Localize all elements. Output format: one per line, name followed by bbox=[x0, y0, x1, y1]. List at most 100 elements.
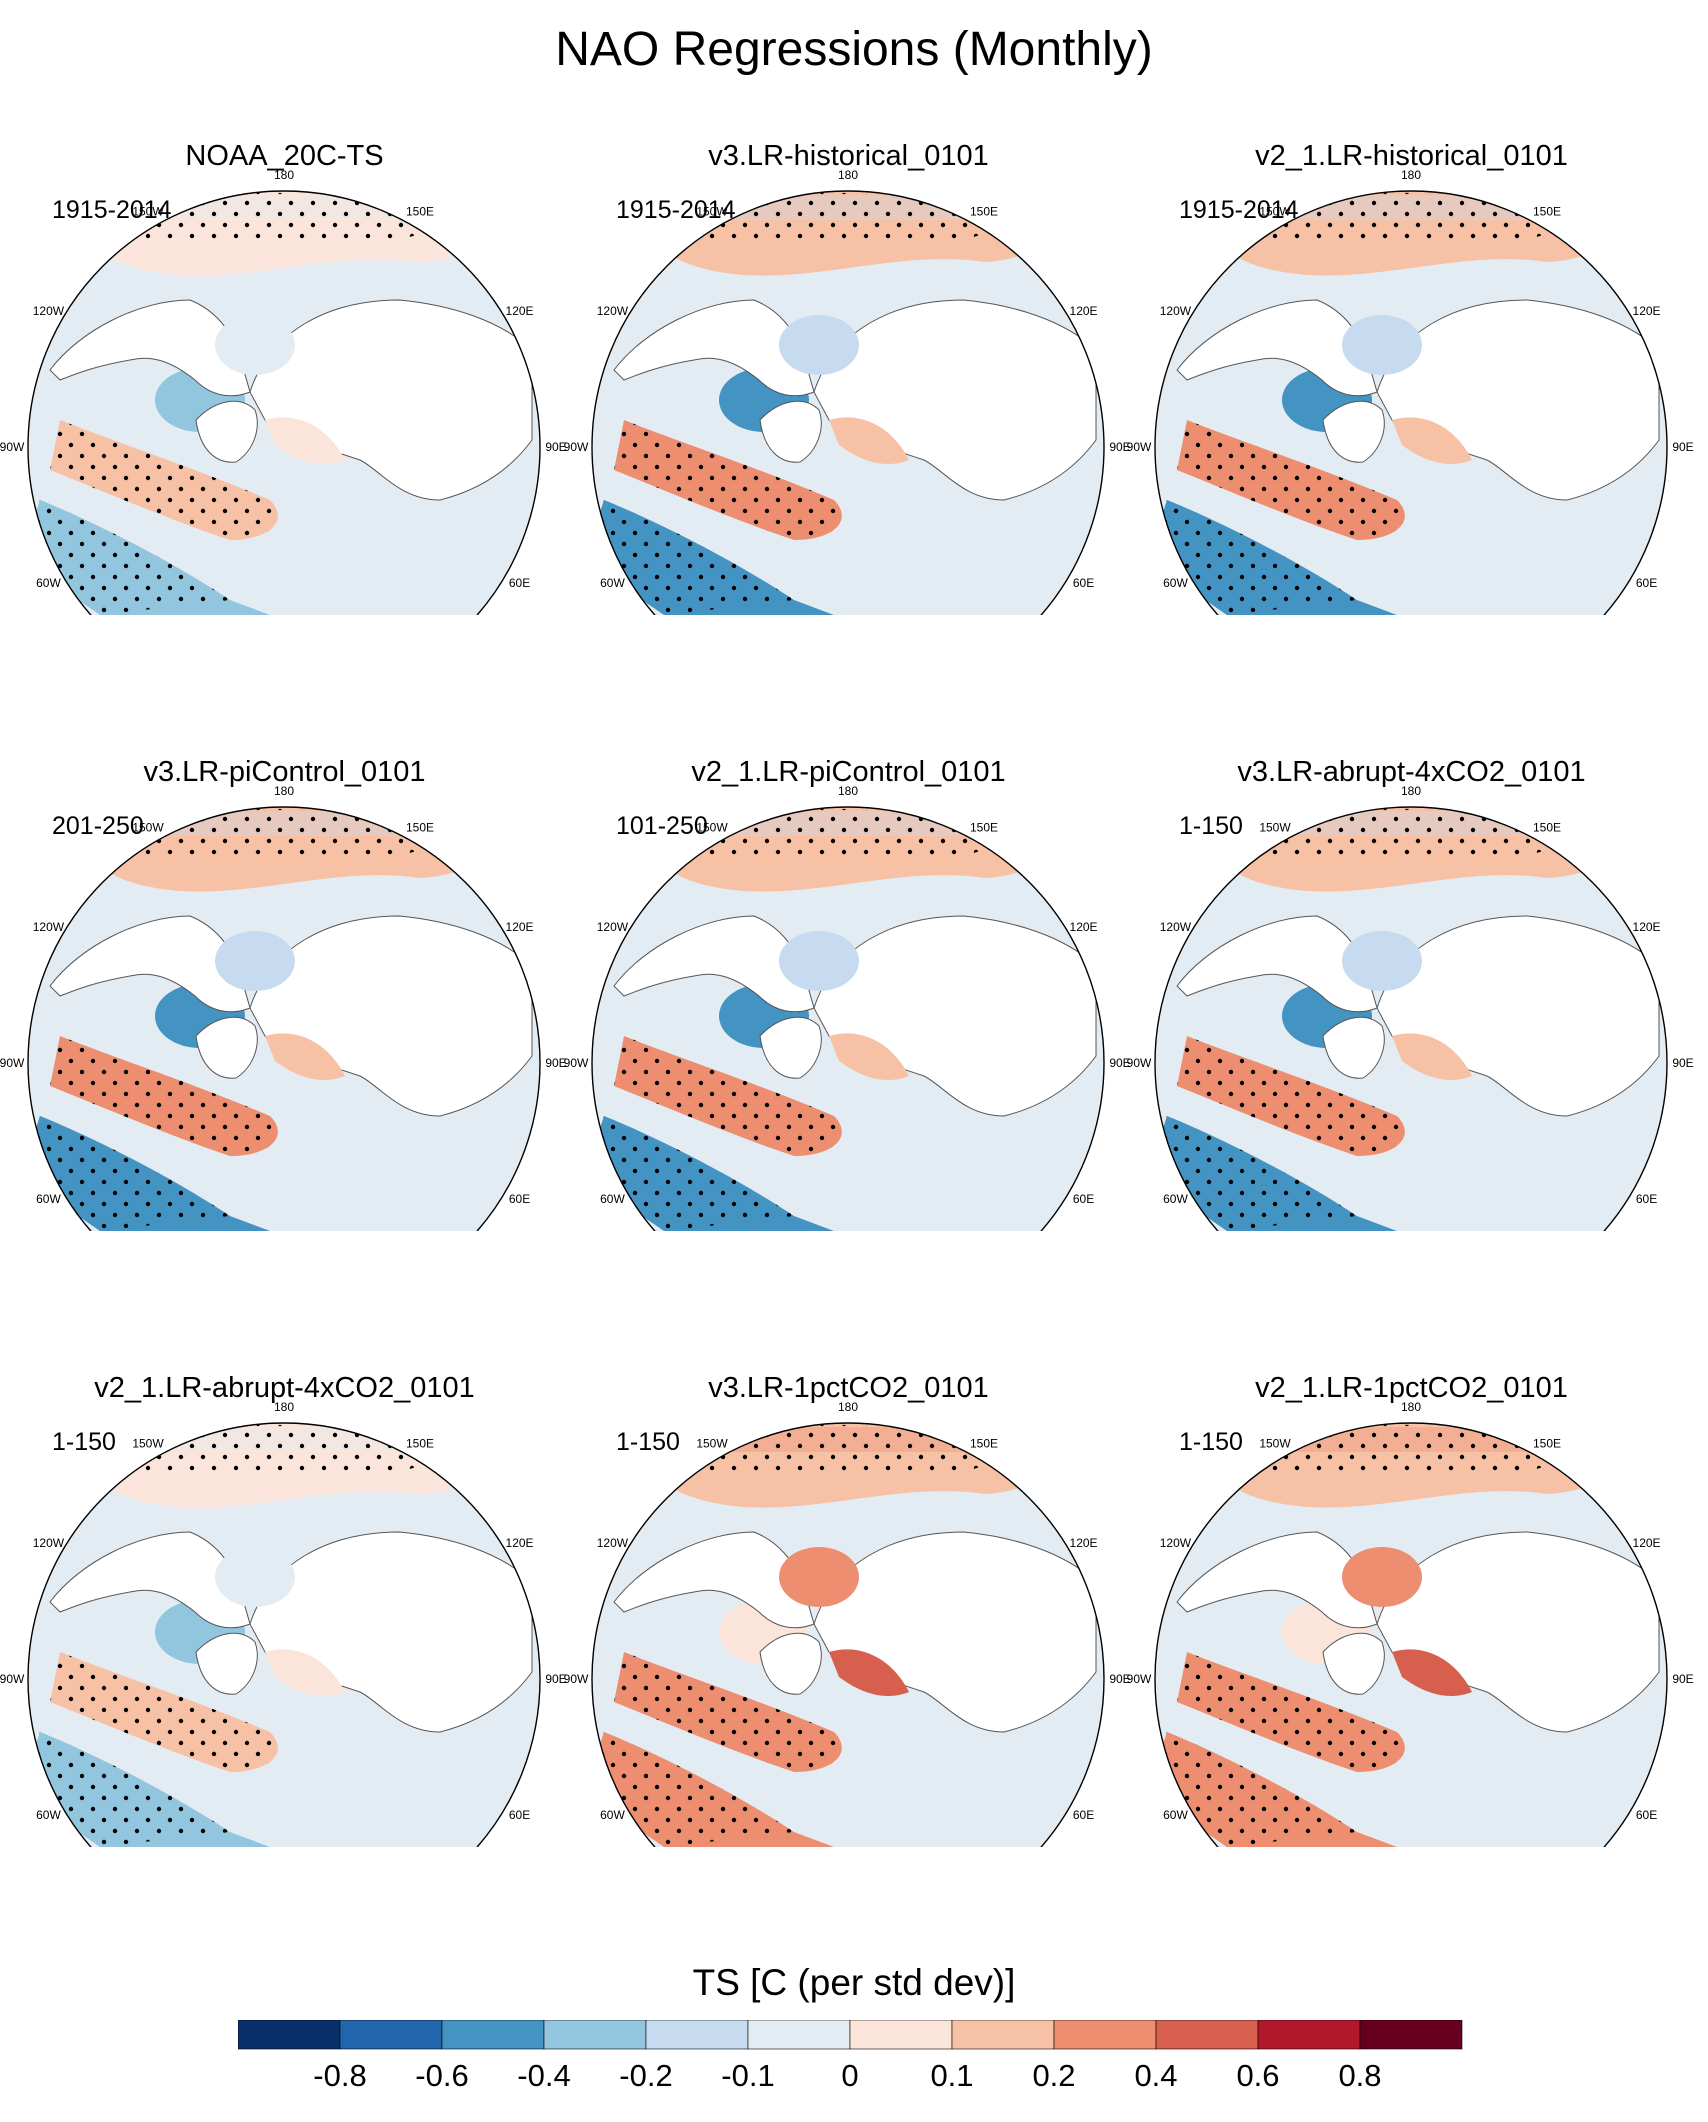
longitude-label: 90E bbox=[1109, 440, 1130, 454]
land-eurasia bbox=[813, 299, 1097, 501]
significance-stipple bbox=[1257, 192, 1557, 244]
significance-stipple bbox=[130, 808, 430, 860]
longitude-label: 60E bbox=[1073, 576, 1094, 590]
panel-title: NOAA_20C-TS bbox=[185, 140, 384, 172]
longitude-label: 120E bbox=[1070, 920, 1098, 934]
land-greenland bbox=[1322, 1016, 1385, 1079]
polar-map: 180150E120E90E60E30E030W60W90W120W150W bbox=[0, 1400, 567, 1847]
significance-stipple bbox=[694, 192, 994, 244]
map-boundary bbox=[27, 1422, 541, 1847]
longitude-label: 120W bbox=[33, 920, 65, 934]
longitude-label: 180 bbox=[1401, 1400, 1421, 1414]
longitude-label: 150E bbox=[406, 820, 434, 834]
longitude-label: 120E bbox=[1070, 1536, 1098, 1550]
arctic-anomaly bbox=[779, 315, 859, 375]
longitude-label: 120E bbox=[506, 1536, 534, 1550]
longitude-label: 120E bbox=[1633, 1536, 1661, 1550]
longitude-label: 120E bbox=[1633, 304, 1661, 318]
land-greenland bbox=[759, 1016, 822, 1079]
land-eurasia bbox=[249, 299, 533, 501]
longitude-label: 150W bbox=[132, 204, 164, 218]
land-north-america bbox=[613, 299, 815, 397]
longitude-label: 150W bbox=[132, 820, 164, 834]
longitude-label: 90E bbox=[545, 1672, 566, 1686]
map-panel: 180150E120E90E60E30E030W60W90W120W150WNO… bbox=[0, 0, 569, 615]
longitude-label: 60E bbox=[1073, 1808, 1094, 1822]
panel-title: v3.LR-piControl_0101 bbox=[143, 756, 426, 788]
colorbar-title: TS [C (per std dev)] bbox=[692, 1962, 1016, 2003]
colorbar-segment bbox=[1359, 2020, 1463, 2050]
longitude-label: 180 bbox=[1401, 784, 1421, 798]
longitude-label: 90W bbox=[1127, 440, 1152, 454]
longitude-label: 90W bbox=[564, 440, 589, 454]
polar-map: 180150E120E90E60E30E030W60W90W120W150W bbox=[1127, 168, 1694, 615]
colorbar-tick-label: -0.2 bbox=[619, 2058, 672, 2093]
map-boundary bbox=[591, 806, 1105, 1231]
land-eurasia bbox=[1376, 1531, 1660, 1733]
arctic-anomaly bbox=[1342, 315, 1422, 375]
longitude-label: 180 bbox=[274, 784, 294, 798]
longitude-label: 60E bbox=[1636, 1808, 1657, 1822]
panel-period: 1-150 bbox=[52, 1428, 116, 1456]
colorbar-segment bbox=[747, 2020, 851, 2050]
panel-period: 1915-2014 bbox=[1179, 196, 1299, 224]
panel-title: v2_1.LR-abrupt-4xCO2_0101 bbox=[94, 1372, 475, 1404]
colorbar-segment bbox=[441, 2020, 545, 2050]
polar-map: 180150E120E90E60E30E030W60W90W120W150W bbox=[564, 1400, 1131, 1847]
colorbar-tick-label: -0.4 bbox=[517, 2058, 570, 2093]
longitude-label: 60E bbox=[1073, 1192, 1094, 1206]
arctic-anomaly bbox=[779, 1547, 859, 1607]
land-north-america bbox=[1176, 1531, 1378, 1629]
longitude-label: 90E bbox=[1109, 1672, 1130, 1686]
longitude-label: 150W bbox=[1259, 1436, 1291, 1450]
arctic-anomaly bbox=[215, 931, 295, 991]
map-boundary bbox=[591, 190, 1105, 615]
land-eurasia bbox=[1376, 915, 1660, 1117]
colorbar-tick-label: -0.1 bbox=[721, 2058, 774, 2093]
longitude-label: 90W bbox=[1127, 1056, 1152, 1070]
longitude-label: 120W bbox=[597, 920, 629, 934]
longitude-label: 60W bbox=[1163, 576, 1188, 590]
colorbar-tick-label: 0 bbox=[841, 2058, 858, 2093]
longitude-label: 120W bbox=[1160, 920, 1192, 934]
map-panel: 180150E120E90E60E30E030W60W90W120W150Wv3… bbox=[564, 0, 1133, 615]
colorbar-tick-label: 0.1 bbox=[930, 2058, 973, 2093]
longitude-label: 120W bbox=[33, 1536, 65, 1550]
europe-anomaly bbox=[1392, 417, 1472, 465]
longitude-label: 180 bbox=[1401, 168, 1421, 182]
polar-map: 180150E120E90E60E30E030W60W90W120W150W bbox=[564, 784, 1131, 1231]
europe-anomaly bbox=[829, 1033, 909, 1081]
arctic-anomaly bbox=[779, 931, 859, 991]
longitude-label: 90W bbox=[1127, 1672, 1152, 1686]
land-greenland bbox=[1322, 1632, 1385, 1695]
longitude-label: 60W bbox=[36, 576, 61, 590]
land-greenland bbox=[759, 1632, 822, 1695]
longitude-label: 120W bbox=[33, 304, 65, 318]
longitude-label: 180 bbox=[838, 168, 858, 182]
longitude-label: 120W bbox=[597, 1536, 629, 1550]
polar-map: 180150E120E90E60E30E030W60W90W120W150W bbox=[0, 784, 567, 1231]
longitude-label: 90E bbox=[1109, 1056, 1130, 1070]
panel-title: v2_1.LR-historical_0101 bbox=[1255, 140, 1568, 172]
colorbar-tick-label: 0.4 bbox=[1134, 2058, 1177, 2093]
land-eurasia bbox=[249, 1531, 533, 1733]
longitude-label: 60E bbox=[509, 1192, 530, 1206]
land-eurasia bbox=[1376, 299, 1660, 501]
longitude-label: 90E bbox=[545, 1056, 566, 1070]
colorbar-segment bbox=[339, 2020, 443, 2050]
europe-anomaly bbox=[265, 1649, 345, 1697]
longitude-label: 90W bbox=[0, 1056, 25, 1070]
europe-anomaly bbox=[829, 1649, 909, 1697]
arctic-anomaly bbox=[215, 1547, 295, 1607]
longitude-label: 120W bbox=[1160, 304, 1192, 318]
longitude-label: 60W bbox=[600, 576, 625, 590]
panel-period: 1-150 bbox=[1179, 1428, 1243, 1456]
map-panel: 180150E120E90E60E30E030W60W90W120W150Wv3… bbox=[0, 616, 569, 1231]
panel-title: v3.LR-1pctCO2_0101 bbox=[708, 1372, 989, 1404]
longitude-label: 120E bbox=[1070, 304, 1098, 318]
longitude-label: 90W bbox=[0, 1672, 25, 1686]
longitude-label: 150E bbox=[970, 204, 998, 218]
panel-period: 1-150 bbox=[1179, 812, 1243, 840]
longitude-label: 90E bbox=[1672, 1672, 1693, 1686]
longitude-label: 90W bbox=[0, 440, 25, 454]
